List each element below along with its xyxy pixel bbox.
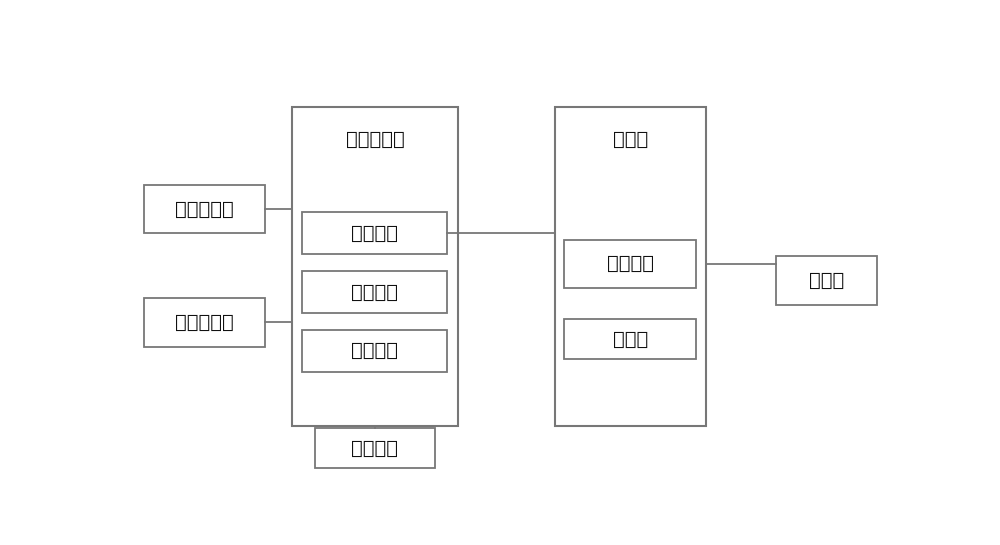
Text: 供电单元: 供电单元 [607,254,654,273]
Text: 电量模块: 电量模块 [351,224,398,243]
Text: 变频器: 变频器 [613,330,648,349]
Bar [564,319,696,359]
Text: 无线天线: 无线天线 [351,439,398,458]
Bar [776,256,877,305]
Text: 通信模块: 通信模块 [351,341,398,360]
Bar [555,107,706,426]
Text: 电控筱: 电控筱 [613,130,648,149]
Bar [292,107,458,426]
Text: 抄油机: 抄油机 [809,271,844,290]
Bar [564,240,696,288]
Bar [315,428,435,468]
Text: 位移传感器: 位移传感器 [175,199,234,219]
Bar [302,212,447,254]
Bar [144,185,264,233]
Text: 间抄控制器: 间抄控制器 [346,130,404,149]
Text: 控制模块: 控制模块 [351,282,398,301]
Bar [144,298,264,347]
Text: 载荷传感器: 载荷传感器 [175,313,234,332]
Bar [302,330,447,372]
Bar [302,271,447,313]
